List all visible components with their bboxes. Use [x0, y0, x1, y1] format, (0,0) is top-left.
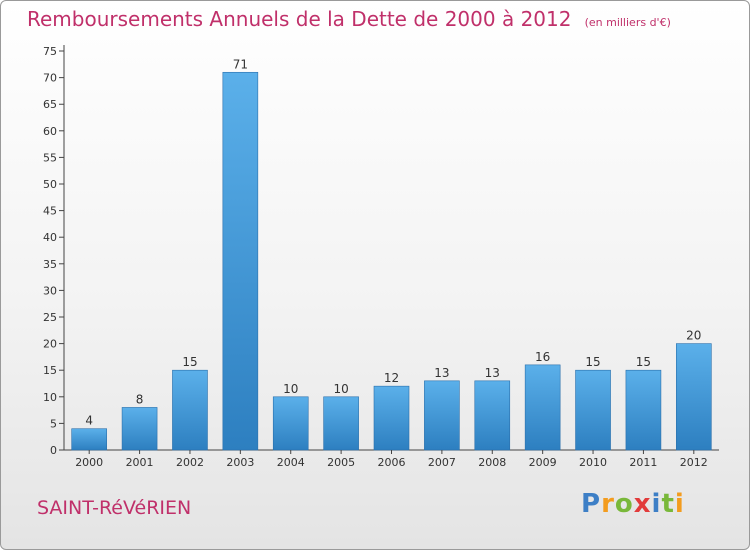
bar	[625, 369, 662, 451]
x-tick-label: 2000	[75, 456, 103, 469]
bar	[676, 343, 712, 451]
logo-letter: o	[614, 489, 634, 519]
bar-value-label: 4	[85, 414, 93, 428]
chart-title-unit: (en milliers d'€)	[584, 16, 671, 29]
x-tick-label: 2002	[176, 456, 204, 469]
bar	[172, 369, 208, 451]
x-tick-label: 2004	[277, 456, 305, 469]
logo-letter: x	[633, 489, 652, 519]
bar-value-label: 15	[585, 355, 600, 369]
x-tick-label: 2001	[126, 456, 154, 469]
x-tick-label: 2006	[378, 456, 406, 469]
y-tick-label: 60	[43, 125, 57, 138]
logo-letter: i	[651, 489, 662, 519]
x-tick-label: 2008	[478, 456, 506, 469]
bar-value-label: 16	[535, 350, 550, 364]
bar-value-label: 15	[636, 355, 651, 369]
logo-letter: P	[581, 489, 602, 519]
bar-value-label: 71	[233, 57, 248, 71]
logo-letter: t	[661, 489, 675, 519]
y-tick-label: 75	[43, 45, 57, 58]
bar	[323, 396, 359, 451]
x-tick-label: 2012	[680, 456, 708, 469]
bar	[272, 396, 309, 451]
bar-value-label: 13	[485, 366, 500, 380]
chart-title-main: Remboursements Annuels de la Dette de 20…	[27, 7, 572, 31]
x-tick-label: 2009	[529, 456, 557, 469]
y-tick-label: 40	[43, 231, 57, 244]
y-tick-label: 45	[43, 205, 57, 218]
y-tick-label: 20	[43, 338, 57, 351]
y-tick-label: 65	[43, 98, 57, 111]
y-tick-label: 10	[43, 391, 57, 404]
bar	[474, 380, 511, 451]
logo-letter: r	[601, 489, 615, 519]
bar	[575, 369, 611, 451]
x-tick-label: 2011	[629, 456, 657, 469]
y-tick-label: 70	[43, 72, 57, 85]
bar-value-label: 20	[686, 329, 701, 343]
commune-name: SAINT-RéVéRIEN	[37, 497, 192, 519]
bar	[222, 71, 259, 451]
bar	[121, 407, 158, 451]
y-tick-label: 25	[43, 311, 57, 324]
bar	[424, 380, 460, 451]
proxiti-logo: Proxiti	[581, 489, 685, 519]
bar-value-label: 13	[434, 366, 449, 380]
y-tick-label: 5	[50, 417, 57, 430]
bar-value-label: 10	[333, 382, 348, 396]
y-tick-label: 55	[43, 151, 57, 164]
x-tick-label: 2007	[428, 456, 456, 469]
bar	[71, 428, 107, 451]
bar-value-label: 15	[182, 355, 197, 369]
logo-letter: i	[674, 489, 685, 519]
bar-value-label: 8	[136, 392, 144, 406]
x-tick-label: 2010	[579, 456, 607, 469]
y-tick-label: 15	[43, 364, 57, 377]
bar-value-label: 12	[384, 371, 399, 385]
chart-title: Remboursements Annuels de la Dette de 20…	[27, 7, 671, 31]
bar	[524, 364, 561, 451]
x-tick-label: 2003	[226, 456, 254, 469]
y-tick-label: 30	[43, 284, 57, 297]
y-tick-label: 35	[43, 258, 57, 271]
y-tick-label: 0	[50, 444, 57, 457]
x-tick-label: 2005	[327, 456, 355, 469]
y-tick-label: 50	[43, 178, 57, 191]
bar-value-label: 10	[283, 382, 298, 396]
bar	[373, 385, 410, 451]
